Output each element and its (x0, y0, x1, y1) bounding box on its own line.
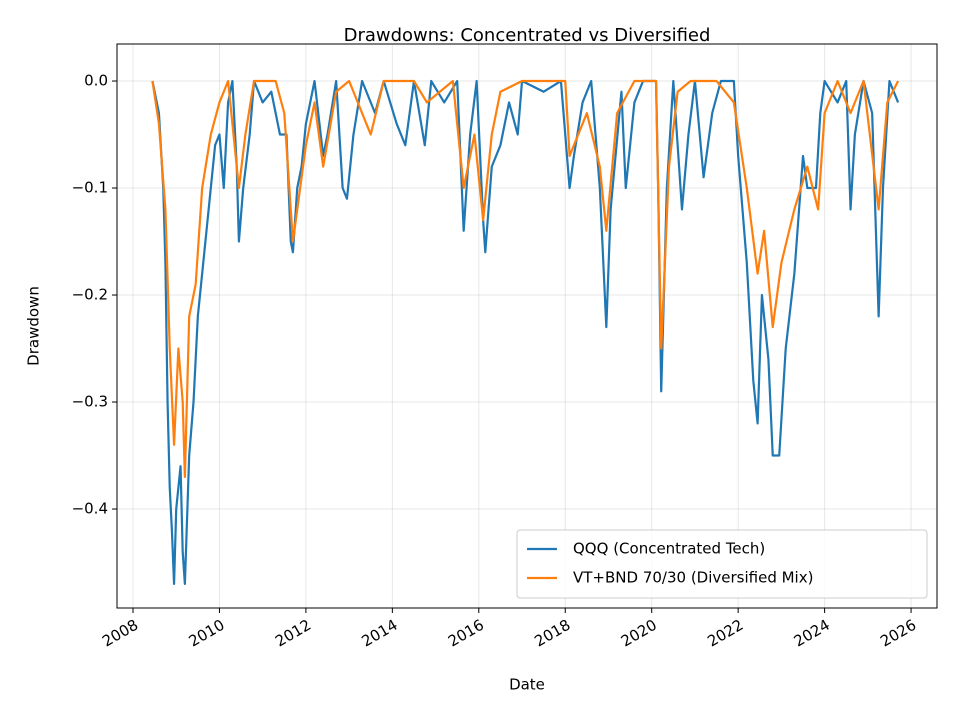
y-tick-label: −0.2 (72, 286, 108, 304)
x-tick-label: 2010 (186, 616, 228, 651)
x-tick-label: 2026 (877, 616, 919, 651)
x-tick-label: 2022 (704, 616, 746, 651)
legend-box (516, 529, 928, 599)
y-tick-label: −0.4 (72, 500, 108, 518)
plot-frame (116, 43, 938, 609)
x-tick-label: 2020 (618, 616, 660, 651)
legend-label: VT+BND 70/30 (Diversified Mix) (573, 569, 813, 587)
x-axis-label: Date (509, 676, 545, 694)
y-tick-label: −0.1 (72, 179, 108, 197)
x-tick-label: 2018 (531, 616, 573, 651)
x-tick-label: 2016 (445, 616, 487, 651)
data-line (151, 79, 900, 586)
y-axis-label: Drawdown (25, 286, 43, 366)
legend-label: QQQ (Concentrated Tech) (573, 540, 765, 558)
y-tick-label: −0.3 (72, 393, 108, 411)
legend: QQQ (Concentrated Tech) VT+BND 70/30 (Div… (516, 529, 928, 599)
chart-title: Drawdowns: Concentrated vs Diversified (344, 25, 711, 46)
x-tick-label: 2024 (791, 616, 833, 651)
x-tick-label: 2012 (272, 616, 314, 651)
data-line (151, 79, 900, 479)
x-tick-label: 2008 (99, 616, 141, 651)
y-tick-label: 0.0 (84, 72, 108, 90)
x-tick-label: 2014 (359, 616, 401, 651)
